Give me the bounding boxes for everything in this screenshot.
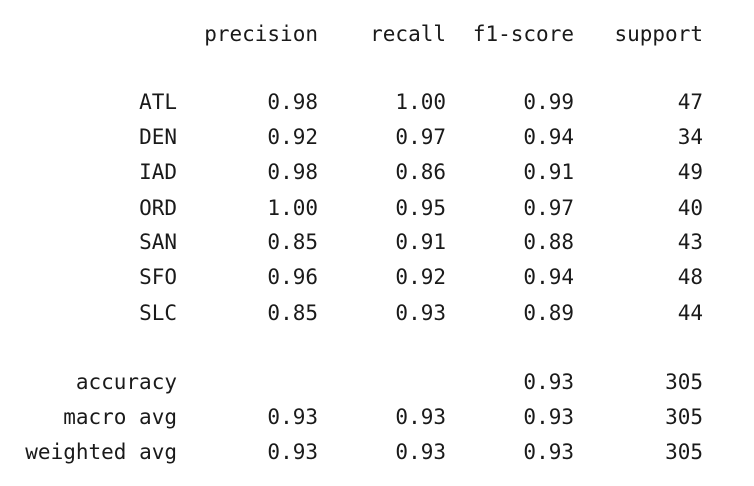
f1-score-value: 0.93: [523, 370, 574, 394]
recall-value: 1.00: [395, 90, 446, 114]
recall-value: 0.92: [395, 265, 446, 289]
recall-value: 0.91: [395, 230, 446, 254]
header-support: support: [614, 22, 703, 46]
table-row: SFO 0.96 0.92 0.94 48: [0, 262, 754, 292]
support-value: 44: [677, 301, 703, 325]
precision-value: 0.85: [267, 301, 318, 325]
row-label: SFO: [139, 265, 177, 289]
precision-value: 1.00: [267, 196, 318, 220]
row-label: ORD: [139, 196, 177, 220]
f1-score-value: 0.94: [523, 125, 574, 149]
support-value: 34: [677, 125, 703, 149]
f1-score-value: 0.89: [523, 301, 574, 325]
precision-value: 0.98: [267, 90, 318, 114]
recall-value: 0.86: [395, 160, 446, 184]
precision-value: 0.93: [267, 405, 318, 429]
precision-value: 0.98: [267, 160, 318, 184]
f1-score-value: 0.97: [523, 196, 574, 220]
accuracy-row: accuracy 0.93 305: [0, 367, 754, 397]
support-value: 40: [677, 196, 703, 220]
recall-value: 0.93: [395, 405, 446, 429]
table-row: ATL 0.98 1.00 0.99 47: [0, 87, 754, 117]
recall-value: 0.93: [395, 301, 446, 325]
header-precision: precision: [204, 22, 318, 46]
row-label: ATL: [139, 90, 177, 114]
recall-value: 0.97: [395, 125, 446, 149]
row-label: accuracy: [75, 370, 177, 394]
row-label: DEN: [139, 125, 177, 149]
row-label: macro avg: [63, 405, 177, 429]
weighted-avg-row: weighted avg 0.93 0.93 0.93 305: [0, 437, 754, 467]
table-row: DEN 0.92 0.97 0.94 34: [0, 122, 754, 152]
header-row: precision recall f1-score support: [0, 19, 754, 49]
support-value: 49: [677, 160, 703, 184]
support-value: 48: [677, 265, 703, 289]
recall-value: 0.95: [395, 196, 446, 220]
f1-score-value: 0.93: [523, 440, 574, 464]
row-label: IAD: [139, 160, 177, 184]
f1-score-value: 0.94: [523, 265, 574, 289]
support-value: 305: [665, 440, 703, 464]
header-recall: recall: [370, 22, 446, 46]
precision-value: 0.96: [267, 265, 318, 289]
f1-score-value: 0.91: [523, 160, 574, 184]
precision-value: 0.92: [267, 125, 318, 149]
f1-score-value: 0.99: [523, 90, 574, 114]
support-value: 43: [677, 230, 703, 254]
macro-avg-row: macro avg 0.93 0.93 0.93 305: [0, 402, 754, 432]
row-label: weighted avg: [25, 440, 177, 464]
support-value: 305: [665, 405, 703, 429]
precision-value: 0.93: [267, 440, 318, 464]
support-value: 47: [677, 90, 703, 114]
table-row: SAN 0.85 0.91 0.88 43: [0, 227, 754, 257]
recall-value: 0.93: [395, 440, 446, 464]
row-label: SAN: [139, 230, 177, 254]
f1-score-value: 0.88: [523, 230, 574, 254]
header-f1-score: f1-score: [472, 22, 574, 46]
row-label: SLC: [139, 301, 177, 325]
f1-score-value: 0.93: [523, 405, 574, 429]
table-row: ORD 1.00 0.95 0.97 40: [0, 193, 754, 223]
precision-value: 0.85: [267, 230, 318, 254]
table-row: IAD 0.98 0.86 0.91 49: [0, 157, 754, 187]
table-row: SLC 0.85 0.93 0.89 44: [0, 298, 754, 328]
support-value: 305: [665, 370, 703, 394]
